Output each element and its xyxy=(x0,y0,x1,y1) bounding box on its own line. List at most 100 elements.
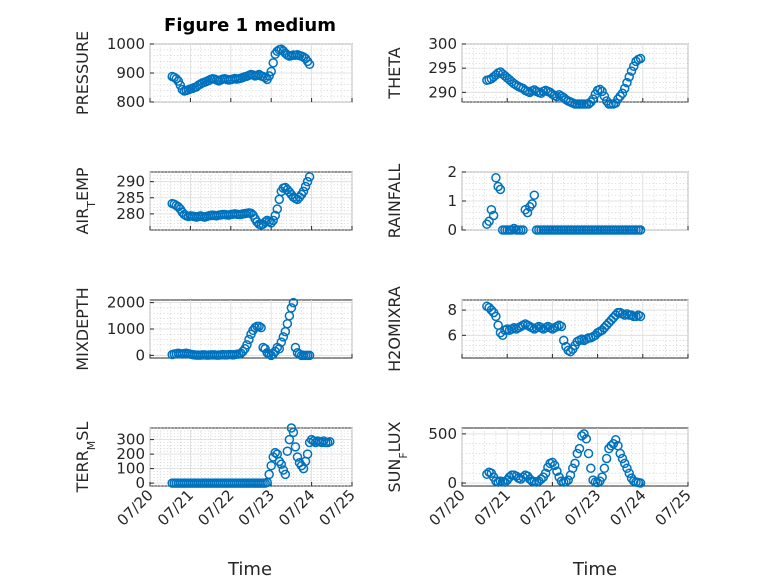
y-axis-label: THETA xyxy=(385,47,404,99)
data-point xyxy=(629,61,639,71)
data-point xyxy=(552,466,562,477)
data-point xyxy=(304,59,315,70)
data-point xyxy=(270,210,280,221)
y-tick-label: 2000 xyxy=(107,294,145,312)
data-point xyxy=(619,83,630,94)
data-point xyxy=(565,346,576,357)
y-tick-label: 290 xyxy=(116,173,145,191)
data-point xyxy=(491,311,501,322)
data-point xyxy=(597,472,607,482)
data-series xyxy=(167,423,335,488)
y-axis-label: RAINFALL xyxy=(385,164,404,239)
y-tick-label: 300 xyxy=(428,35,457,53)
data-point xyxy=(276,337,287,347)
data-point xyxy=(563,475,573,485)
x-tick-label: 07/24 xyxy=(275,486,318,529)
data-point xyxy=(266,66,276,77)
data-point xyxy=(556,321,567,332)
y-tick-label: 0 xyxy=(447,474,457,492)
data-point xyxy=(292,452,303,462)
data-point xyxy=(579,429,589,439)
data-point xyxy=(302,176,313,187)
data-point xyxy=(282,446,293,456)
y-axis-label: AIRTEMP xyxy=(73,167,98,234)
data-point xyxy=(276,459,287,469)
y-axis-label: SUNFLUX xyxy=(385,421,410,492)
data-point xyxy=(610,310,621,320)
data-point xyxy=(518,225,528,235)
data-point xyxy=(264,216,274,227)
data-point xyxy=(601,453,612,464)
data-point xyxy=(495,184,506,195)
subplot-1: 800 900 1000 PRESSURE xyxy=(73,31,353,115)
data-point xyxy=(536,474,546,484)
data-point xyxy=(635,311,646,322)
y-tick-label: 1000 xyxy=(107,320,145,338)
data-point xyxy=(266,218,276,228)
data-point xyxy=(619,458,630,469)
data-point xyxy=(586,463,596,474)
data-point xyxy=(304,172,315,182)
y-axis-label: MIXDEPTH xyxy=(73,287,92,370)
y-tick-label: 0 xyxy=(135,474,145,492)
y-tick-label: 290 xyxy=(428,83,457,101)
y-axis-label: TERRMSL xyxy=(73,422,98,494)
y-tick-label: 8 xyxy=(447,301,457,319)
x-tick-label: 07/23 xyxy=(561,486,604,529)
y-tick-label: 800 xyxy=(116,93,145,111)
data-point xyxy=(493,181,503,192)
y-tick-label: 1 xyxy=(447,192,457,210)
subplot-6: 6 8 H2OMIXRA xyxy=(385,286,689,372)
y-tick-label: 300 xyxy=(116,431,145,449)
figure-title: Figure 1 medium xyxy=(164,15,336,36)
y-tick-label: 280 xyxy=(116,205,145,223)
data-point xyxy=(242,340,252,350)
subplot-2: 290 295 300 THETA xyxy=(385,35,689,109)
data-point xyxy=(506,225,517,235)
data-series xyxy=(167,172,315,230)
y-tick-label: 295 xyxy=(428,59,457,77)
data-point xyxy=(558,335,569,346)
y-tick-label: 500 xyxy=(428,425,457,443)
data-point xyxy=(509,223,519,234)
data-series xyxy=(482,173,646,235)
data-point xyxy=(250,322,260,333)
data-point xyxy=(529,190,540,200)
data-point xyxy=(567,463,578,474)
data-point xyxy=(610,435,621,445)
x-tick-label: 07/21 xyxy=(154,486,197,529)
data-point xyxy=(586,97,596,107)
data-point xyxy=(491,173,501,183)
data-point xyxy=(504,472,515,482)
data-point xyxy=(488,210,499,221)
data-point xyxy=(549,460,560,471)
data-point xyxy=(622,77,632,88)
subplot-4: 0 1 2 RAINFALL xyxy=(385,163,689,239)
data-point xyxy=(613,94,623,104)
data-point xyxy=(484,216,494,227)
data-point xyxy=(302,449,313,459)
x-tick-label: 07/20 xyxy=(114,486,157,529)
data-point xyxy=(581,434,592,444)
x-tick-label: 07/24 xyxy=(606,486,649,529)
data-point xyxy=(286,303,297,313)
data-point xyxy=(599,463,610,474)
data-point xyxy=(588,475,598,485)
data-point xyxy=(278,465,289,475)
subplot-5: 0 1000 2000 MIXDEPTH xyxy=(73,287,353,371)
data-point xyxy=(635,53,646,64)
data-point xyxy=(304,350,315,361)
data-point xyxy=(482,219,492,229)
data-point xyxy=(278,332,289,342)
data-point xyxy=(270,447,280,458)
data-point xyxy=(595,84,605,95)
y-tick-label: 900 xyxy=(116,64,145,82)
subplot-8: 0 500 07/20 07/21 07/22 07/23 07/24 07/25 SUNFLU… xyxy=(385,421,695,529)
data-point xyxy=(617,453,628,464)
data-point xyxy=(284,434,295,445)
data-point xyxy=(325,437,335,447)
x-tick-label: 07/21 xyxy=(471,486,514,529)
